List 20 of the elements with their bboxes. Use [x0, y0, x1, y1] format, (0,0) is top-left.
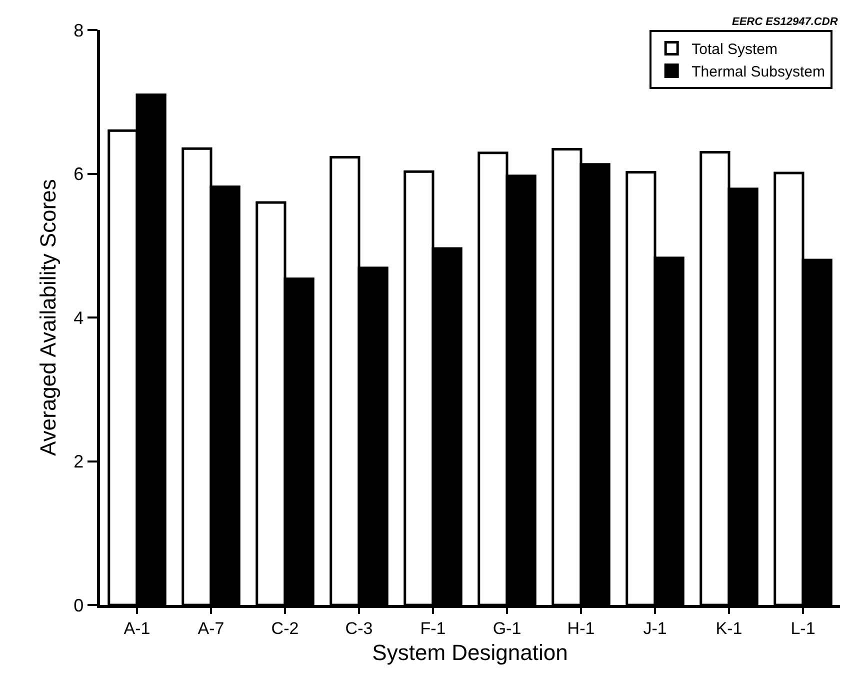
y-tick-label: 2 — [74, 452, 84, 472]
x-tick-label: A-7 — [198, 619, 224, 638]
x-tick-label: K-1 — [716, 619, 742, 638]
text: EERC ES12947.CDR — [732, 16, 838, 28]
x-axis-title: System Designation — [372, 640, 568, 666]
x-tick-label: H-1 — [567, 619, 595, 638]
x-tick-label: F-1 — [420, 619, 446, 638]
y-tick-label: 6 — [74, 164, 84, 184]
legend-label: Thermal Subsystem — [692, 64, 825, 81]
x-tick-label: G-1 — [492, 619, 522, 638]
x-tick-label: J-1 — [643, 619, 667, 638]
y-tick-label: 4 — [74, 308, 84, 328]
x-tick-label: C-2 — [271, 619, 299, 638]
legend-label: Total System — [692, 41, 778, 58]
y-tick-label: 0 — [74, 595, 84, 616]
y-axis-title: Averaged Availability Scores — [35, 179, 60, 456]
x-tick-label: L-1 — [790, 619, 816, 638]
x-tick-label: A-1 — [124, 619, 150, 638]
x-tick-label: C-3 — [345, 619, 373, 638]
y-tick-label: 8 — [74, 20, 84, 40]
